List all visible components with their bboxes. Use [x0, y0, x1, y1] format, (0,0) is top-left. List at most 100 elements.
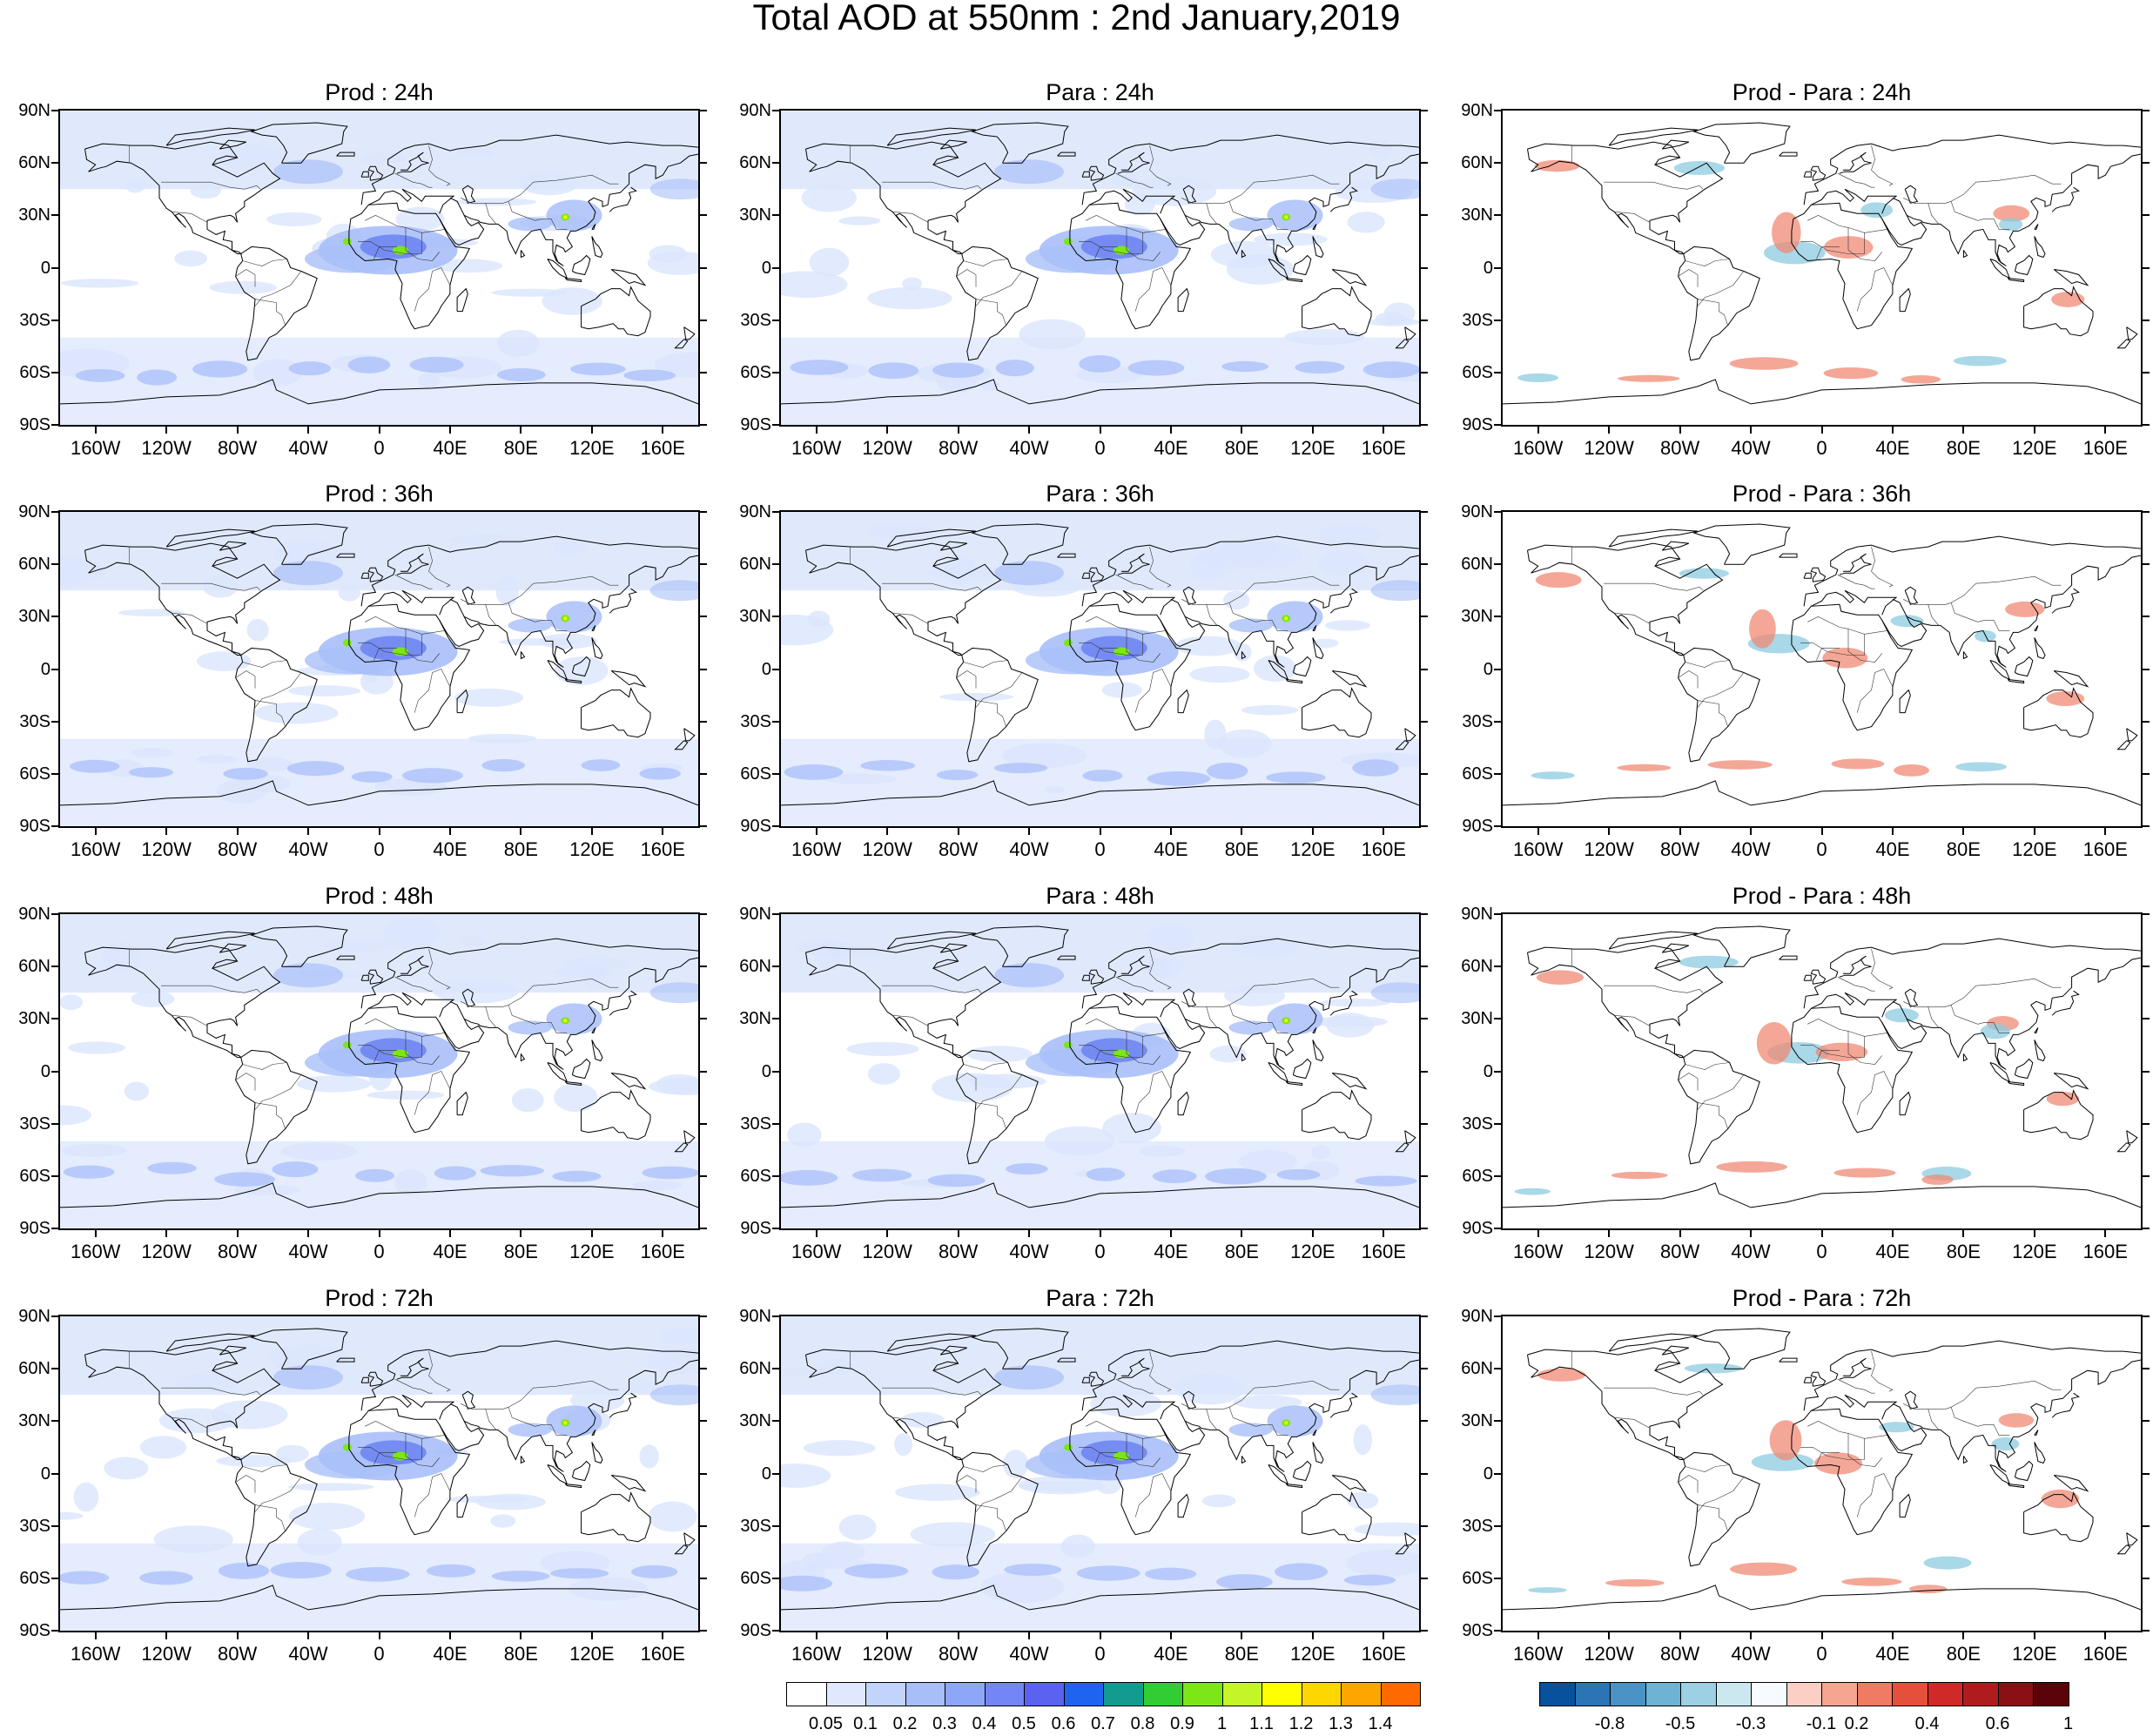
axis-tick: [520, 427, 522, 434]
latitude-label: 60S: [1462, 362, 1493, 382]
longitude-label: 40E: [1875, 838, 1910, 860]
axis-tick: [1383, 1230, 1385, 1237]
panel-title: Para : 24h: [1046, 79, 1154, 105]
axis-tick: [700, 1524, 707, 1527]
latitude-label: 60S: [19, 764, 50, 784]
longitude-label: 160W: [70, 437, 121, 459]
axis-tick: [1169, 1632, 1172, 1639]
axis-tick: [700, 616, 707, 618]
longitude-label: 120E: [1290, 838, 1336, 860]
axis-tick: [2143, 319, 2150, 321]
country-borders: [850, 145, 1340, 326]
latitude-label: 90N: [18, 502, 50, 521]
axis-tick: [700, 772, 707, 775]
map-panel: Prod : 24h 90N 60N 30N 0 30S 60S 90S 160W 120W 80W…: [0, 80, 707, 458]
aod-field: [60, 1316, 698, 1631]
colorbar-label: 1.2: [1288, 1714, 1314, 1733]
axis-tick: [448, 427, 451, 434]
latitude-label: 30N: [18, 1009, 50, 1029]
latitude-label: 90N: [18, 101, 50, 120]
axis-tick: [815, 828, 817, 835]
longitude-label: 160W: [791, 1241, 842, 1262]
axis-tick: [700, 162, 707, 165]
longitude-label: 80E: [503, 838, 538, 860]
latitude-label: 60S: [1462, 1166, 1493, 1186]
longitude-label: 160W: [70, 838, 121, 860]
axis-tick: [1421, 1315, 1428, 1317]
axis-tick: [700, 266, 707, 269]
axis-tick: [662, 828, 664, 835]
axis-tick: [700, 720, 707, 723]
map-panel: Prod : 36h 90N 60N 30N 0 30S 60S 90S 160W 120W 80W…: [0, 481, 707, 859]
axis-tick: [2143, 616, 2150, 618]
latitude-label: 90N: [1461, 101, 1493, 120]
axis-tick: [94, 1230, 97, 1237]
axis-tick: [886, 828, 889, 835]
axis-tick: [94, 1632, 97, 1639]
axis-tick: [1241, 1632, 1243, 1639]
latitude-label: 90S: [740, 1219, 771, 1238]
axis-tick: [1169, 1230, 1172, 1237]
latitude-label: 60N: [1461, 957, 1493, 977]
latitude-label: 30N: [739, 1411, 771, 1431]
longitude-label: 160E: [2082, 1241, 2128, 1262]
colorbar-label: 0.7: [1091, 1714, 1115, 1733]
axis-tick: [700, 913, 707, 915]
panel-title: Prod - Para : 72h: [1732, 1285, 1912, 1311]
axis-tick: [1421, 1420, 1428, 1423]
latitude-label: 0: [761, 1463, 771, 1484]
axis-tick: [2143, 668, 2150, 670]
axis-tick: [307, 427, 310, 434]
axis-tick: [1421, 966, 1428, 968]
axis-tick: [1962, 1230, 1965, 1237]
colorbar-swatch: [1063, 1682, 1104, 1706]
axis-tick: [886, 1230, 889, 1237]
latitude-label: 90S: [1462, 1621, 1493, 1640]
longitude-label: 40E: [1154, 1241, 1188, 1262]
colorbar-label: 0.3: [932, 1714, 957, 1733]
longitude-label: 120E: [569, 1643, 615, 1665]
longitude-label: 80E: [503, 1241, 538, 1262]
longitude-label: 160E: [1361, 1643, 1406, 1665]
axis-tick: [772, 720, 779, 723]
axis-tick: [700, 1228, 707, 1229]
colorbar-swatch: [1927, 1682, 1963, 1706]
longitude-label: 160W: [791, 1643, 842, 1665]
axis-tick: [1494, 720, 1501, 723]
axis-tick: [1421, 825, 1428, 827]
axis-tick: [51, 1577, 58, 1579]
axis-tick: [51, 1368, 58, 1370]
axis-tick: [51, 1070, 58, 1073]
longitude-label: 80E: [503, 437, 538, 459]
world-map: [779, 912, 1421, 1230]
longitude-label: 120W: [1584, 437, 1634, 459]
latitude-label: 60N: [1461, 153, 1493, 173]
axis-tick: [1421, 1070, 1428, 1073]
axis-tick: [165, 427, 168, 434]
axis-tick: [1099, 1230, 1101, 1237]
axis-tick: [448, 1230, 451, 1237]
colorbar-label: 1.3: [1329, 1714, 1353, 1733]
axis-tick: [1494, 668, 1501, 670]
axis-tick: [51, 1315, 58, 1317]
axis-tick: [662, 1230, 664, 1237]
country-borders: [1571, 547, 2062, 727]
axis-tick: [307, 828, 310, 835]
axis-tick: [1241, 427, 1243, 434]
latitude-label: 60N: [18, 153, 50, 173]
map-panel: Para : 48h 90N 60N 30N 0 30S 60S 90S 160W 120W 80W…: [721, 884, 1428, 1262]
world-map: [1501, 109, 2143, 427]
longitude-label: 120W: [141, 1643, 192, 1665]
axis-tick: [772, 511, 779, 513]
latitude-label: 30S: [740, 1516, 771, 1536]
axis-tick: [1099, 427, 1101, 434]
longitude-label: 0: [1816, 437, 1827, 459]
coastlines: [781, 122, 1419, 405]
country-borders: [850, 1351, 1340, 1531]
colorbar-label: 0.1: [853, 1714, 878, 1733]
axis-tick: [772, 1174, 779, 1177]
axis-tick: [1679, 828, 1681, 835]
longitude-label: 0: [373, 838, 385, 860]
axis-tick: [1421, 214, 1428, 217]
latitude-label: 90N: [739, 1307, 771, 1326]
